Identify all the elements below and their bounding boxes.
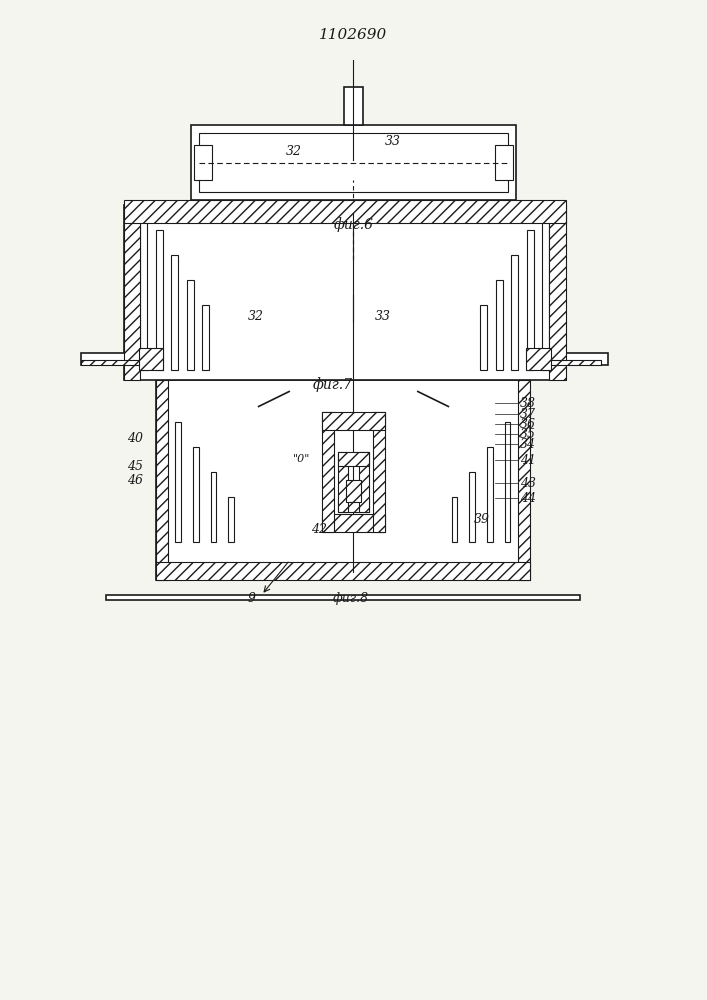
Bar xyxy=(187,280,194,370)
Bar xyxy=(344,87,363,125)
Text: фиг.7: фиг.7 xyxy=(312,378,352,392)
Text: 39: 39 xyxy=(474,513,490,526)
Bar xyxy=(228,497,234,542)
Text: 9: 9 xyxy=(247,592,255,605)
Bar xyxy=(505,422,510,542)
Text: 40: 40 xyxy=(127,432,144,445)
Text: 46: 46 xyxy=(127,474,144,487)
Bar xyxy=(194,145,212,180)
Bar xyxy=(530,353,608,365)
Bar xyxy=(518,380,530,580)
Bar xyxy=(211,472,216,542)
Bar xyxy=(359,452,369,512)
Bar xyxy=(373,412,385,532)
Bar xyxy=(156,380,168,580)
Bar xyxy=(156,230,163,370)
Bar xyxy=(511,255,518,370)
Text: фиг.6: фиг.6 xyxy=(334,218,373,232)
Bar xyxy=(175,422,181,542)
Text: 37: 37 xyxy=(520,408,536,421)
Bar xyxy=(191,125,516,200)
Bar xyxy=(202,305,209,370)
Text: фиг.8: фиг.8 xyxy=(332,592,368,605)
Bar xyxy=(527,230,534,370)
Bar xyxy=(469,472,475,542)
Bar xyxy=(156,380,530,580)
Text: 41: 41 xyxy=(520,454,536,467)
Bar xyxy=(549,205,566,380)
Text: 42: 42 xyxy=(311,523,327,536)
Bar xyxy=(480,305,487,370)
Bar xyxy=(81,353,159,365)
Bar xyxy=(124,205,140,380)
Bar xyxy=(496,280,503,370)
Bar xyxy=(337,452,369,466)
Text: 35: 35 xyxy=(520,428,536,441)
Text: 1102690: 1102690 xyxy=(320,28,387,42)
Text: 33: 33 xyxy=(375,310,391,323)
Bar xyxy=(322,412,334,532)
Bar xyxy=(526,348,551,370)
Text: 36: 36 xyxy=(520,418,536,431)
Bar xyxy=(487,447,493,542)
Text: 38: 38 xyxy=(520,397,536,410)
Bar xyxy=(124,200,566,223)
Text: 32: 32 xyxy=(286,145,303,158)
Bar xyxy=(106,595,580,600)
Bar xyxy=(337,452,348,512)
Bar xyxy=(193,447,199,542)
Text: 32: 32 xyxy=(247,310,264,323)
Bar xyxy=(346,480,361,502)
Bar xyxy=(537,360,601,365)
Text: "0": "0" xyxy=(293,454,311,464)
Bar xyxy=(140,205,147,370)
Bar xyxy=(322,412,385,430)
Bar xyxy=(81,360,152,365)
Bar xyxy=(337,498,369,512)
Bar xyxy=(139,348,163,370)
Text: 45: 45 xyxy=(127,460,144,473)
Bar xyxy=(452,497,457,542)
Text: 33: 33 xyxy=(385,135,402,148)
Text: 43: 43 xyxy=(520,477,536,490)
Text: 34: 34 xyxy=(520,438,536,451)
Bar xyxy=(495,145,513,180)
Circle shape xyxy=(341,259,366,295)
Bar xyxy=(171,255,178,370)
Bar xyxy=(542,205,549,370)
Text: 44: 44 xyxy=(520,492,536,505)
Bar xyxy=(156,562,530,580)
Bar xyxy=(124,205,566,380)
Bar xyxy=(322,514,385,532)
Bar xyxy=(199,133,508,192)
